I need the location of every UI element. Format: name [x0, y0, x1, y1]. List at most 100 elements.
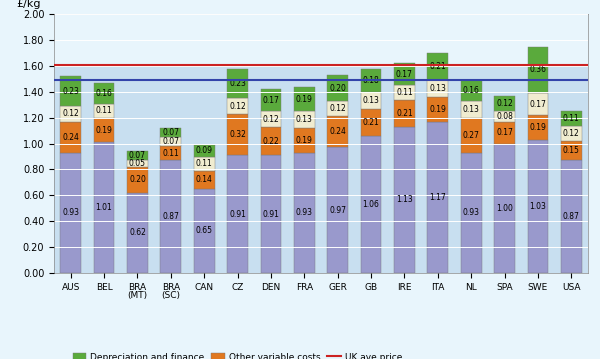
Text: 0.11: 0.11: [95, 106, 112, 115]
Text: 0.13: 0.13: [362, 96, 380, 105]
Bar: [260, 127, 281, 155]
Bar: [527, 93, 548, 115]
Text: 0.93: 0.93: [62, 208, 79, 217]
Bar: [127, 160, 148, 167]
Bar: [394, 100, 415, 127]
Text: 0.07: 0.07: [129, 151, 146, 160]
Bar: [461, 153, 482, 273]
Text: 0.65: 0.65: [196, 226, 212, 236]
Bar: [194, 171, 215, 189]
Bar: [194, 189, 215, 273]
Bar: [361, 92, 382, 109]
Bar: [61, 122, 81, 153]
Text: 0.19: 0.19: [296, 136, 313, 145]
Text: 0.17: 0.17: [263, 96, 280, 105]
Bar: [194, 157, 215, 171]
Bar: [127, 167, 148, 193]
Text: 1.03: 1.03: [530, 202, 547, 211]
Text: 0.87: 0.87: [163, 212, 179, 221]
Text: 0.93: 0.93: [463, 208, 479, 217]
Bar: [61, 76, 81, 106]
Text: 1.06: 1.06: [362, 200, 380, 209]
Bar: [54, 14, 588, 65]
Text: 0.87: 0.87: [563, 212, 580, 221]
Text: 0.09: 0.09: [196, 146, 212, 155]
Bar: [127, 151, 148, 160]
Text: 0.21: 0.21: [396, 109, 413, 118]
Bar: [294, 128, 314, 153]
Text: 0.19: 0.19: [430, 105, 446, 114]
Text: 0.05: 0.05: [129, 159, 146, 168]
Bar: [328, 116, 348, 148]
Text: 0.36: 0.36: [529, 65, 547, 74]
Text: 0.07: 0.07: [163, 137, 179, 146]
Bar: [61, 106, 81, 122]
Text: 0.17: 0.17: [496, 128, 513, 137]
Bar: [494, 122, 515, 144]
Text: 0.07: 0.07: [163, 128, 179, 137]
Bar: [461, 80, 482, 101]
Text: 0.11: 0.11: [196, 159, 212, 168]
Bar: [160, 160, 181, 273]
Text: 0.12: 0.12: [496, 99, 513, 108]
Bar: [260, 155, 281, 273]
Text: 0.19: 0.19: [296, 94, 313, 103]
Text: 0.20: 0.20: [129, 175, 146, 184]
Text: 0.12: 0.12: [563, 129, 580, 138]
Text: 0.21: 0.21: [430, 62, 446, 71]
Text: 0.93: 0.93: [296, 208, 313, 217]
Text: 1.17: 1.17: [430, 193, 446, 202]
Text: 0.16: 0.16: [463, 86, 479, 95]
Bar: [94, 118, 115, 142]
Text: 0.20: 0.20: [329, 84, 346, 93]
Bar: [561, 126, 581, 141]
Text: 0.12: 0.12: [263, 115, 280, 123]
Bar: [160, 128, 181, 137]
Text: 0.18: 0.18: [362, 76, 379, 85]
Text: 1.00: 1.00: [496, 204, 513, 213]
Bar: [561, 141, 581, 160]
Bar: [527, 115, 548, 140]
Bar: [461, 118, 482, 153]
Bar: [494, 144, 515, 273]
Text: 0.21: 0.21: [362, 118, 379, 127]
Text: 0.91: 0.91: [229, 210, 246, 219]
Text: 0.62: 0.62: [129, 228, 146, 237]
Text: 0.12: 0.12: [229, 102, 246, 111]
Bar: [561, 111, 581, 126]
Text: 0.14: 0.14: [196, 175, 212, 184]
Bar: [294, 153, 314, 273]
Bar: [394, 127, 415, 273]
Text: 0.11: 0.11: [563, 114, 580, 123]
Bar: [494, 111, 515, 122]
Text: 0.24: 0.24: [62, 132, 79, 142]
Text: 0.08: 0.08: [496, 112, 513, 121]
Text: 0.24: 0.24: [329, 127, 346, 136]
Text: 1.01: 1.01: [95, 203, 112, 212]
Bar: [394, 64, 415, 85]
Bar: [328, 148, 348, 273]
Text: 0.23: 0.23: [62, 87, 79, 96]
Text: 0.17: 0.17: [396, 70, 413, 79]
Text: 0.13: 0.13: [430, 84, 446, 93]
Bar: [194, 145, 215, 157]
Text: £/kg: £/kg: [17, 0, 41, 9]
Bar: [260, 89, 281, 111]
Text: 0.23: 0.23: [229, 79, 246, 88]
Bar: [328, 101, 348, 116]
Bar: [227, 69, 248, 98]
Bar: [461, 101, 482, 118]
Bar: [94, 142, 115, 273]
Text: 0.22: 0.22: [263, 136, 280, 145]
Legend: Depreciation and finance, Labour, Other variable costs, Feed, UK ave price, EU a: Depreciation and finance, Labour, Other …: [69, 349, 406, 359]
Text: 0.27: 0.27: [463, 131, 479, 140]
Text: 0.19: 0.19: [95, 126, 113, 135]
Bar: [427, 97, 448, 122]
Text: 0.19: 0.19: [530, 123, 547, 132]
Bar: [361, 109, 382, 136]
Text: 0.15: 0.15: [563, 146, 580, 155]
Text: 0.97: 0.97: [329, 206, 346, 215]
Bar: [361, 136, 382, 273]
Bar: [227, 98, 248, 114]
Bar: [427, 122, 448, 273]
